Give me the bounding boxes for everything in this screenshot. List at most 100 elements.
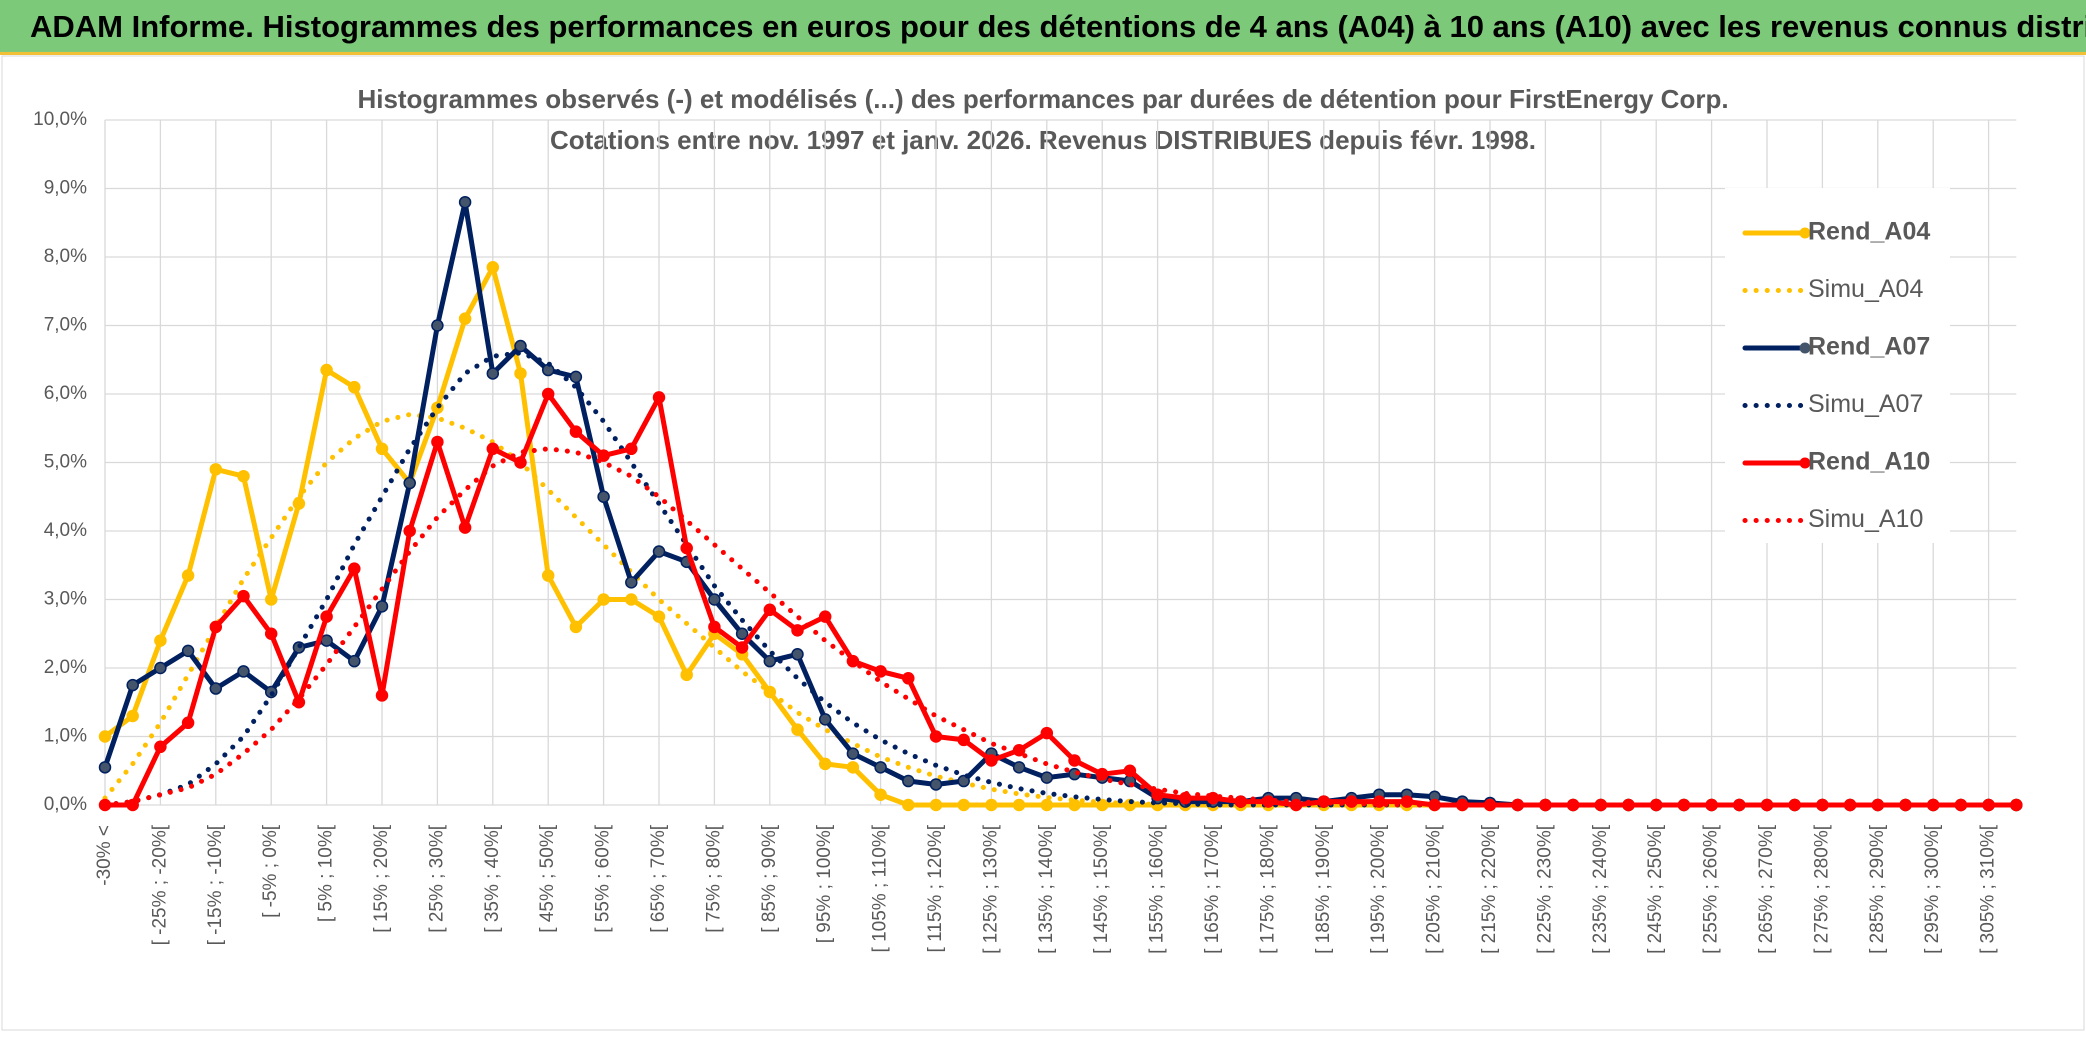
series-marker: [846, 747, 860, 760]
x-tick-label: [ 185% ; 190%[: [1313, 824, 1334, 954]
x-tick-label: [ 85% ; 90%[: [759, 824, 780, 932]
y-tick-label: 7,0%: [44, 315, 87, 336]
series-marker: [763, 654, 777, 668]
x-tick-label: [ 55% ; 60%[: [593, 824, 614, 932]
series-marker: [735, 627, 749, 640]
x-tick-label: -30% <: [94, 825, 115, 886]
legend-marker: [1799, 457, 1811, 469]
y-tick-label: 1,0%: [44, 726, 87, 747]
series-marker: [763, 603, 777, 617]
series-marker: [818, 757, 832, 771]
series-marker: [929, 730, 943, 743]
series-marker: [237, 589, 250, 603]
series-marker: [264, 627, 278, 640]
series-marker: [874, 788, 887, 801]
series-marker: [874, 665, 887, 678]
series-marker: [375, 600, 389, 613]
x-tick-label: [ 235% ; 240%[: [1590, 824, 1611, 954]
series-marker: [652, 545, 666, 558]
series-marker: [625, 442, 638, 456]
series-marker: [264, 593, 278, 606]
series-marker: [541, 387, 555, 401]
series-marker: [985, 754, 998, 767]
series-marker: [874, 761, 887, 774]
series-marker: [846, 761, 860, 774]
x-tick-label: [ 75% ; 80%[: [703, 824, 724, 932]
x-tick-label: [ 275% ; 280%[: [1811, 824, 1832, 954]
series-marker: [181, 716, 195, 730]
series-marker: [929, 778, 943, 791]
series-marker: [126, 798, 139, 812]
series-marker: [126, 709, 139, 723]
legend-label: Simu_A04: [1808, 275, 1923, 303]
x-tick-label: [ 155% ; 160%[: [1147, 824, 1168, 954]
series-marker: [486, 442, 500, 456]
header-rule: [0, 52, 2086, 55]
series-marker: [237, 469, 250, 483]
x-tick-label: [ -25% ; -20%[: [149, 824, 170, 945]
series-marker: [818, 713, 832, 726]
x-tick-label: [ 205% ; 210%[: [1424, 824, 1445, 954]
series-marker: [98, 730, 112, 743]
series-marker: [902, 798, 915, 812]
series-marker: [652, 391, 666, 404]
x-tick-label: [ 135% ; 140%[: [1036, 824, 1057, 954]
x-tick-label: [ 285% ; 290%[: [1867, 824, 1888, 954]
x-tick-label: [ 195% ; 200%[: [1368, 824, 1389, 954]
series-marker: [791, 648, 804, 661]
series-marker: [431, 435, 444, 449]
series-marker: [957, 733, 970, 747]
series-marker: [486, 367, 500, 380]
x-tick-label: [ 245% ; 250%[: [1645, 824, 1666, 954]
series-marker: [320, 610, 333, 623]
series-marker: [597, 593, 610, 606]
series-marker: [569, 425, 583, 438]
series-marker: [791, 723, 804, 736]
y-tick-label: 5,0%: [44, 452, 87, 473]
x-tick-label: [ 175% ; 180%[: [1257, 824, 1278, 954]
x-tick-label: [ 45% ; 50%[: [537, 824, 558, 932]
series-marker: [126, 678, 139, 692]
x-tick-label: [ 265% ; 270%[: [1756, 824, 1777, 954]
y-tick-label: 10,0%: [33, 109, 87, 130]
series-marker: [154, 740, 167, 754]
series-marker: [458, 521, 472, 534]
chart-subtitle: Cotations entre nov. 1997 et janv. 2026.…: [550, 125, 1536, 155]
series-marker: [1012, 798, 1026, 812]
y-tick-label: 3,0%: [44, 589, 87, 610]
legend-label: Rend_A10: [1808, 448, 1930, 476]
series-marker: [348, 654, 361, 668]
series-marker: [652, 610, 666, 623]
series-marker: [1040, 726, 1054, 740]
series-line: [102, 446, 2019, 808]
series-marker: [209, 682, 223, 695]
series-marker: [237, 665, 250, 678]
y-tick-label: 8,0%: [44, 246, 87, 267]
series-marker: [902, 774, 915, 788]
series-marker: [1040, 798, 1054, 812]
series-marker: [375, 689, 389, 702]
series-marker: [597, 449, 610, 462]
series-marker: [320, 363, 333, 377]
x-tick-label: [ 115% ; 120%[: [925, 824, 946, 952]
x-tick-label: [ 15% ; 20%[: [371, 824, 392, 932]
x-tick-label: [ -5% ; 0%[: [260, 824, 281, 918]
series-marker: [403, 476, 416, 490]
series-marker: [708, 620, 721, 634]
series-marker: [929, 798, 943, 812]
series-marker: [98, 761, 112, 774]
y-tick-label: 0,0%: [44, 794, 87, 815]
y-tick-label: 4,0%: [44, 520, 87, 541]
x-tick-label: [ 25% ; 30%[: [426, 824, 447, 932]
series-marker: [403, 524, 416, 538]
legend-marker: [1799, 342, 1811, 354]
series-marker: [348, 562, 361, 575]
series-marker: [209, 620, 223, 634]
x-tick-label: [ 165% ; 170%[: [1202, 824, 1223, 954]
x-tick-label: [ 65% ; 70%[: [648, 824, 669, 932]
series-marker: [486, 261, 500, 274]
series-marker: [985, 798, 998, 812]
series-marker: [957, 798, 970, 812]
x-tick-label: [ 95% ; 100%[: [814, 824, 835, 943]
